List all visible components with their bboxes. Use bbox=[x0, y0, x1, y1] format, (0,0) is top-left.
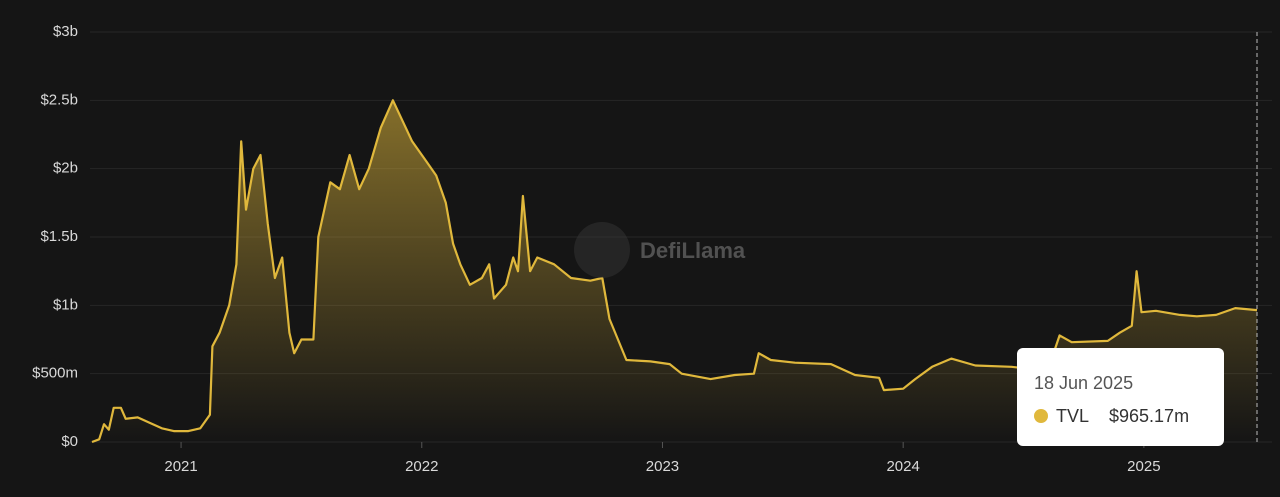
x-tick-label: 2024 bbox=[886, 458, 919, 475]
y-tick-label: $2b bbox=[53, 160, 78, 177]
tooltip-series: TVL bbox=[1056, 406, 1089, 426]
x-tick-label: 2021 bbox=[164, 458, 197, 475]
tooltip-box bbox=[1017, 348, 1224, 446]
y-tick-label: $1.5b bbox=[40, 228, 78, 245]
x-tick-label: 2023 bbox=[646, 458, 679, 475]
tooltip-swatch bbox=[1034, 409, 1048, 423]
y-tick-label: $2.5b bbox=[40, 91, 78, 108]
x-tick-label: 2025 bbox=[1127, 458, 1160, 475]
watermark-text: DefiLlama bbox=[640, 238, 746, 263]
tooltip: 18 Jun 2025 TVL $965.17m bbox=[1017, 348, 1224, 446]
y-tick-label: $500m bbox=[32, 365, 78, 382]
line bbox=[91, 99, 1258, 444]
watermark: DefiLlama bbox=[574, 222, 746, 278]
x-tick-label: 2022 bbox=[405, 458, 438, 475]
area bbox=[92, 100, 1257, 443]
plot bbox=[91, 99, 1258, 444]
grid: $0 $500m $1b $1.5b $2b $2.5b $3b 2021 2022 2023 20… bbox=[32, 23, 1272, 475]
tooltip-value: $965.17m bbox=[1109, 406, 1189, 426]
tooltip-date: 18 Jun 2025 bbox=[1034, 373, 1133, 393]
watermark-logo bbox=[574, 222, 630, 278]
y-tick-label: $0 bbox=[61, 433, 78, 450]
y-tick-label: $3b bbox=[53, 23, 78, 40]
y-tick-label: $1b bbox=[53, 296, 78, 313]
